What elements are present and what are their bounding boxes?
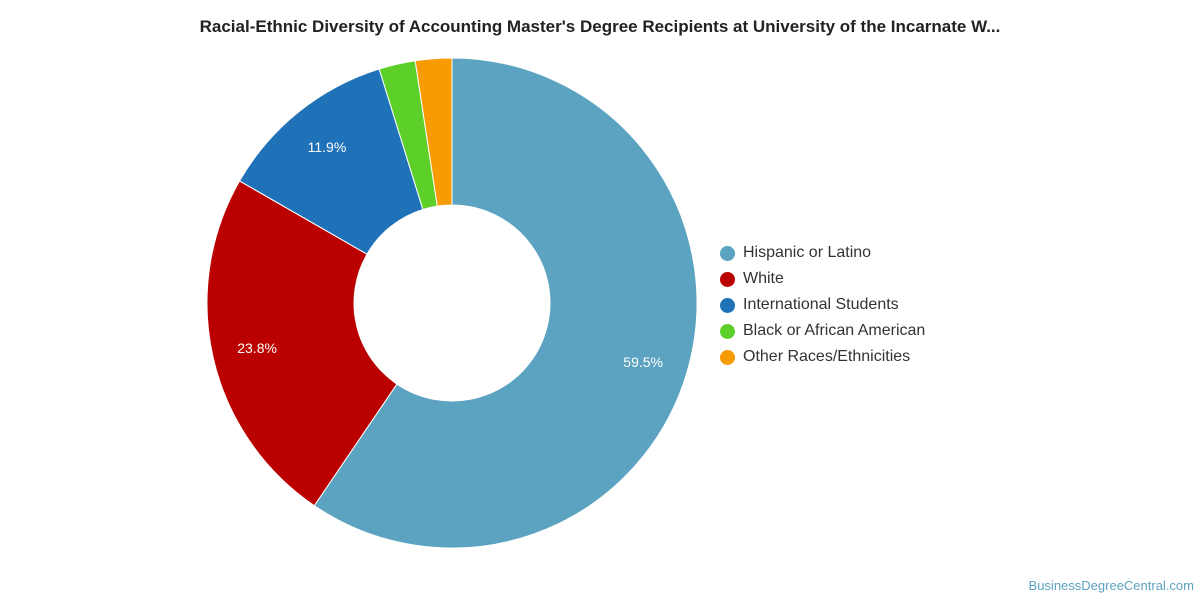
legend-label-0: Hispanic or Latino: [743, 244, 872, 261]
legend-swatch-0: [720, 245, 735, 261]
legend: Hispanic or Latino White International Stu…: [720, 240, 925, 370]
legend-swatch-4: [720, 349, 735, 365]
legend-label-4: Other Races/Ethnicities: [743, 348, 911, 365]
slice-label-1: 23.8%: [237, 340, 277, 356]
legend-item-0[interactable]: Hispanic or Latino: [720, 240, 925, 266]
slice-2[interactable]: [238, 68, 424, 255]
legend-item-3[interactable]: Black or African American: [720, 318, 925, 344]
legend-item-4[interactable]: Other Races/Ethnicities: [720, 344, 925, 370]
slices-group: [206, 57, 698, 549]
legend-swatch-2: [720, 297, 735, 313]
legend-label-2: International Students: [743, 296, 899, 313]
legend-swatch-1: [720, 271, 735, 287]
chart-title: Racial-Ethnic Diversity of Accounting Ma…: [199, 17, 1001, 36]
slice-labels-group: 59.5% 23.8% 11.9%: [237, 139, 663, 370]
slice-label-2: 11.9%: [308, 139, 347, 155]
legend-item-1[interactable]: White: [720, 266, 925, 292]
legend-label-3: Black or African American: [743, 322, 926, 339]
legend-swatch-3: [720, 323, 735, 339]
slice-label-0: 59.5%: [623, 354, 663, 370]
slice-4[interactable]: [414, 57, 453, 207]
slice-0[interactable]: [313, 57, 698, 549]
legend-item-2[interactable]: International Students: [720, 292, 925, 318]
legend-label-1: White: [743, 270, 784, 287]
source-credit[interactable]: BusinessDegreeCentral.com: [1028, 578, 1194, 593]
slice-1[interactable]: [206, 180, 398, 507]
